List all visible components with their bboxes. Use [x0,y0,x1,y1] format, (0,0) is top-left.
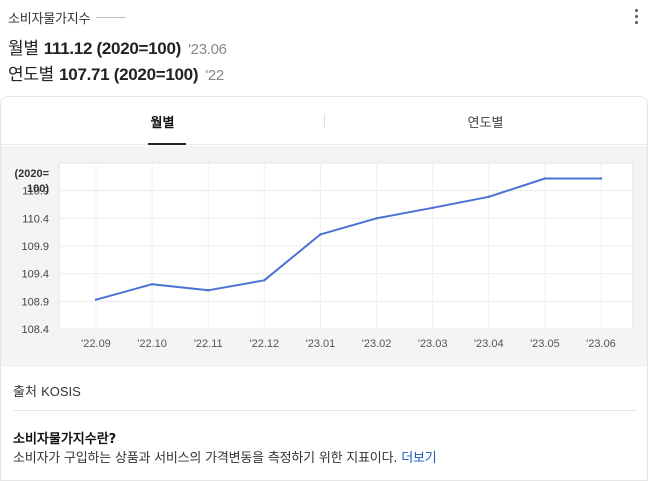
tab-monthly[interactable]: 월별 [150,115,175,131]
data-point [263,279,266,282]
data-point [543,177,547,180]
y-axis-unit-line1: (2020= [14,168,49,180]
info-description-row: 소비자가 구입하는 상품과 서비스의 가격변동을 측정하기 위한 지표이다. 더… [13,447,437,466]
chart-card: 월별 연도별 110.9 110.4 109.9 109.4 108.9 108.4 (20… [0,96,648,481]
x-tick-label: '22.11 [194,338,223,350]
divider [13,410,637,411]
yearly-stat: 연도별 107.71 (2020=100) '22 [8,60,224,85]
info-question: 소비자물가지수란? [13,432,117,447]
info-description: 소비자가 구입하는 상품과 서비스의 가격변동을 측정하기 위한 지표이다. [13,451,398,466]
more-vertical-icon[interactable] [630,9,642,27]
yearly-label: 연도별 [8,65,55,85]
x-tick-label: '23.01 [306,338,336,350]
x-tick-label: '22.09 [81,338,111,350]
y-axis-unit-line2: 100) [27,183,49,195]
title-divider [96,17,127,18]
tab-bar: 월별 연도별 [1,97,647,145]
line-chart: 110.9 110.4 109.9 109.4 108.9 108.4 (2020= 100)… [14,162,634,350]
yearly-value: 107.71 (2020=100) [59,65,199,84]
data-point [375,217,378,220]
y-tick-label: 108.9 [21,296,49,308]
data-point [599,177,603,180]
data-point [94,298,98,301]
source-name: KOSIS [41,384,81,399]
source: 출처 KOSIS [13,381,81,400]
y-tick-label: 109.9 [21,241,49,253]
yearly-date: '22 [205,67,224,84]
monthly-label: 월별 [8,39,39,59]
title-row: 소비자물가지수 [8,8,127,27]
active-tab-indicator [148,143,186,145]
more-link[interactable]: 더보기 [401,451,437,466]
chart-area: 110.9 110.4 109.9 109.4 108.9 108.4 (2020= 100)… [1,146,647,367]
data-point [487,195,490,198]
monthly-stat: 월별 111.12 (2020=100) '23.06 [8,34,227,59]
x-tick-label: '22.12 [250,338,280,350]
monthly-date: '23.06 [188,41,227,58]
data-point [207,289,210,292]
y-tick-label: 108.4 [21,324,49,336]
data-point [150,282,154,286]
series-line [95,177,602,301]
header: 소비자물가지수 월별 111.12 (2020=100) '23.06 연도별 … [0,0,648,96]
x-tick-label: '23.05 [530,338,560,350]
y-tick-label: 110.4 [22,213,49,225]
page-title: 소비자물가지수 [8,12,91,27]
x-tick-label: '23.04 [474,338,504,350]
y-tick-label: 110.9 [22,186,49,198]
x-tick-label: '23.03 [418,338,448,350]
data-point [431,206,434,210]
y-tick-label: 109.4 [21,269,49,281]
data-point [319,233,322,236]
tab-yearly[interactable]: 연도별 [467,115,504,131]
tab-separator [324,114,325,128]
x-tick-label: '22.10 [137,338,167,350]
x-tick-label: '23.06 [586,338,616,350]
x-tick-label: '23.02 [362,338,392,350]
monthly-value: 111.12 (2020=100) [43,39,181,58]
source-label: 출처 [13,385,37,400]
